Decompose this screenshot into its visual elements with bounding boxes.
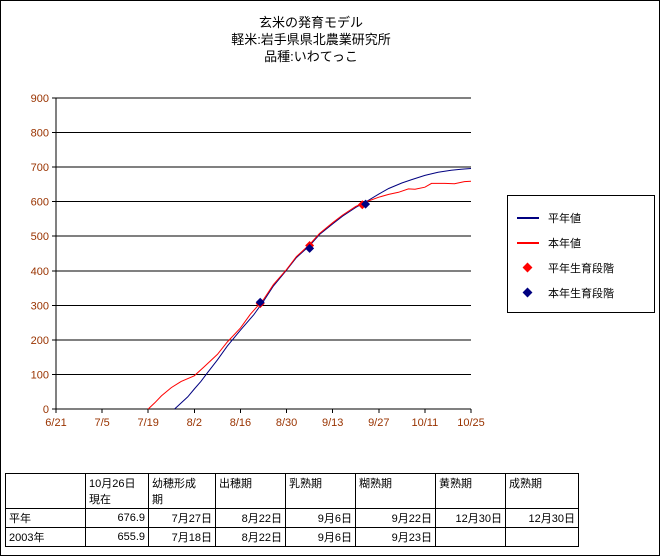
growth-stage-table: 10月26日 現在 幼穂形成 期出穂期 乳熟期 糊熟期 黄熟期 成熟期 平年 676.9 7月… <box>5 473 579 547</box>
table-header-cell: 成熟期 <box>505 473 579 509</box>
legend-item: 平年値 <box>517 205 654 230</box>
series-line <box>147 180 472 410</box>
table-cell: 8月22日 <box>215 527 286 547</box>
legend-item: 本年生育段階 <box>517 280 654 305</box>
table-cell: 9月23日 <box>355 527 436 547</box>
y-tick-label: 0 <box>43 404 49 416</box>
table-header-cell <box>5 473 86 509</box>
table-header-cell: 黄熟期 <box>435 473 506 509</box>
legend-label: 平年値 <box>548 212 581 225</box>
table-cell: 12月30日 <box>505 508 579 528</box>
chart-legend: 平年値本年値平年生育段階 本年生育段階 <box>507 195 655 313</box>
table-cell: 9月6日 <box>285 527 356 547</box>
table-row-label: 平年 <box>5 508 86 528</box>
x-tick-label: 7/5 <box>94 417 109 429</box>
x-tick-label: 10/25 <box>457 417 485 429</box>
y-tick-label: 900 <box>31 93 49 105</box>
table-cell: 9月22日 <box>355 508 436 528</box>
series-marker-diamond <box>361 199 371 209</box>
series-line <box>174 168 472 410</box>
chart-title-line-3: 品種:いわてっこ <box>264 49 358 64</box>
table-cell: 7月27日 <box>148 508 216 528</box>
table-header-cell: 出穂期 <box>215 473 286 509</box>
x-tick-label: 8/30 <box>276 417 297 429</box>
chart-title-line-2: 軽米:岩手県県北農業研究所 <box>231 32 391 47</box>
legend-item: 平年生育段階 <box>517 255 654 280</box>
table-header-row: 10月26日 現在 幼穂形成 期出穂期 乳熟期 糊熟期 黄熟期 成熟期 <box>5 473 579 509</box>
table-cell: 655.9 <box>85 527 149 547</box>
y-tick-label: 500 <box>31 231 49 243</box>
table-row: 平年 676.9 7月27日 8月22日 9月6日 9月22日 12月30日 12月30日 <box>5 508 579 528</box>
table-cell: 9月6日 <box>285 508 356 528</box>
table-row-label: 2003年 <box>5 527 86 547</box>
chart-title-line-1: 玄米の発育モデル <box>258 15 363 30</box>
table-row: 2003年 655.9 7月18日 8月22日 9月6日 9月23日 <box>5 527 579 547</box>
x-tick-label: 9/13 <box>322 417 343 429</box>
y-tick-label: 100 <box>31 369 49 381</box>
series-marker-diamond <box>255 297 265 307</box>
legend-label: 本年生育段階 <box>548 287 614 300</box>
table-header-cell: 幼穂形成 期 <box>148 473 216 509</box>
x-tick-label: 6/21 <box>45 417 66 429</box>
series-marker-diamond <box>305 243 315 253</box>
line-swatch <box>517 216 539 219</box>
table-cell: 7月18日 <box>148 527 216 547</box>
y-tick-label: 200 <box>31 335 49 347</box>
table-header-cell: 乳熟期 <box>285 473 356 509</box>
legend-label: 本年値 <box>548 237 581 250</box>
table-cell <box>505 527 579 547</box>
table-cell: 676.9 <box>85 508 149 528</box>
line-swatch <box>517 241 539 244</box>
diamond-swatch <box>522 287 533 298</box>
legend-line-sample-icon <box>517 216 543 219</box>
y-tick-label: 600 <box>31 197 49 209</box>
x-tick-label: 9/27 <box>368 417 389 429</box>
legend-item: 本年値 <box>517 230 654 255</box>
x-tick-label: 7/19 <box>138 417 159 429</box>
table-cell: 12月30日 <box>435 508 506 528</box>
legend-line-sample-icon <box>517 241 543 244</box>
legend-diamond-sample-icon <box>517 287 543 298</box>
legend-diamond-sample-icon <box>517 262 543 273</box>
y-tick-label: 700 <box>31 162 49 174</box>
table-header-cell: 10月26日 現在 <box>85 473 149 509</box>
y-tick-label: 800 <box>31 128 49 140</box>
x-tick-label: 10/11 <box>412 417 439 429</box>
y-tick-label: 300 <box>31 300 49 312</box>
chart-title: 玄米の発育モデル 軽米:岩手県県北農業研究所 品種:いわてっこ <box>1 14 621 65</box>
growth-curve-chart: 0 100 200 300 400 500 600 700 800 900 6/21 7/5 7/19 8… <box>31 93 485 429</box>
legend-label: 平年生育段階 <box>548 262 614 275</box>
table-cell: 8月22日 <box>215 508 286 528</box>
table-cell <box>435 527 506 547</box>
x-tick-label: 8/2 <box>187 417 202 429</box>
diamond-swatch <box>522 262 533 273</box>
x-tick-label: 8/16 <box>230 417 251 429</box>
y-tick-label: 400 <box>31 266 49 278</box>
table-header-cell: 糊熟期 <box>355 473 436 509</box>
